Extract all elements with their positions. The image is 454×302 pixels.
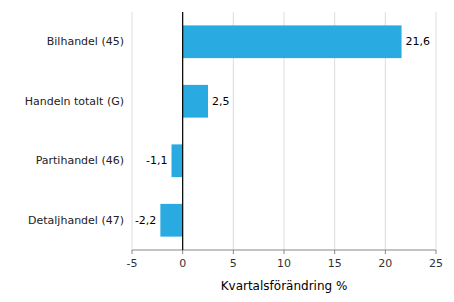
bar: [183, 85, 208, 118]
tick-label: 25: [429, 257, 443, 270]
bar: [172, 144, 183, 177]
grid-line: [132, 12, 133, 250]
tick-label: 0: [179, 257, 186, 270]
bars: [160, 25, 401, 236]
tick-mark: [233, 250, 234, 254]
category-label: Detaljhandel (47): [28, 214, 124, 227]
grid: [132, 12, 436, 250]
chart: -5 0 5 10 15 20 25 Detaljhandel (47) Partihandel…: [0, 0, 454, 302]
x-axis-line: [132, 250, 436, 251]
tick-mark: [385, 250, 386, 254]
data-label: -2,2: [135, 214, 156, 227]
data-label: 2,5: [212, 95, 230, 108]
tick-mark: [182, 250, 183, 254]
data-label: 21,6: [406, 35, 431, 48]
tick-label: 10: [277, 257, 291, 270]
bar: [183, 25, 402, 58]
bar: [160, 204, 182, 237]
tick-label: 15: [328, 257, 342, 270]
tick-label: 20: [378, 257, 392, 270]
data-label: -1,1: [146, 154, 167, 167]
grid-line: [436, 12, 437, 250]
tick-label: 5: [230, 257, 237, 270]
tick-mark: [436, 250, 437, 254]
category-label: Handeln totalt (G): [25, 95, 124, 108]
category-label: Bilhandel (45): [47, 35, 124, 48]
tick-mark: [334, 250, 335, 254]
grid-line: [182, 12, 183, 250]
category-label: Partihandel (46): [36, 154, 124, 167]
tick-mark: [132, 250, 133, 254]
zero-line: [182, 12, 183, 250]
background: [0, 0, 454, 302]
x-axis-label: Kvartalsförändring %: [221, 279, 348, 293]
tick-mark: [284, 250, 285, 254]
tick-label: -5: [127, 257, 138, 270]
